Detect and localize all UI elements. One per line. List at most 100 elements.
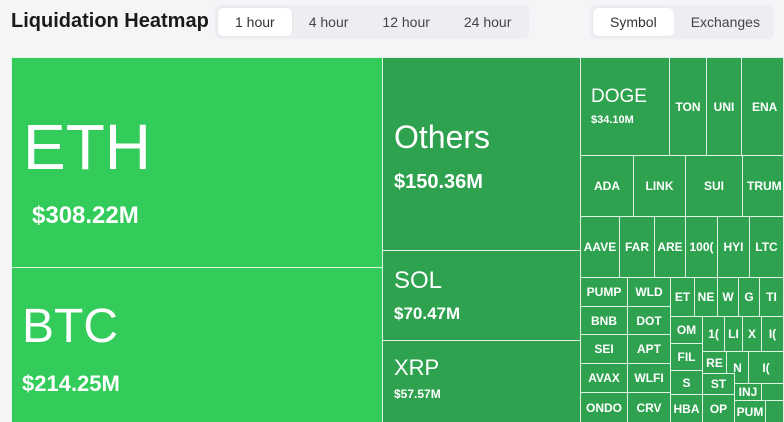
tile-symbol: TI <box>766 290 777 304</box>
tile-link[interactable]: LINK <box>633 155 686 217</box>
tile-t[interactable]: TI <box>759 277 784 317</box>
tile-et[interactable]: ET <box>670 277 695 317</box>
page-title: Liquidation Heatmap <box>11 10 209 32</box>
tile-arb[interactable]: ARE <box>654 216 686 278</box>
tile-ltc[interactable]: LTC <box>749 216 784 278</box>
tile-hype[interactable]: HYI <box>717 216 750 278</box>
tile-symbol: 1( <box>708 327 719 341</box>
tile-dot[interactable]: DOT <box>627 306 671 335</box>
tile-pum[interactable]: PUM <box>734 400 766 422</box>
tile-st[interactable]: ST <box>702 373 735 395</box>
tile-fart[interactable]: FAR <box>619 216 655 278</box>
tile-sol[interactable]: SOL $70.47M <box>382 250 581 341</box>
tile-1000[interactable]: 100( <box>685 216 718 278</box>
tile-eth[interactable]: ETH $308.22M <box>11 57 383 268</box>
tile-x[interactable]: X <box>742 316 762 352</box>
tile-avax[interactable]: AVAX <box>580 363 628 393</box>
tab-exchanges[interactable]: Exchanges <box>690 14 760 30</box>
tile-ondo[interactable]: ONDO <box>580 392 628 422</box>
tile-symbol: HYI <box>723 240 744 254</box>
tile-symbol: FIL <box>677 350 696 364</box>
tile-symbol: PUM <box>736 404 764 419</box>
tile-doge[interactable]: DOGE $34.10M <box>580 57 670 156</box>
tile-pump[interactable]: PUMP <box>580 277 628 307</box>
tile-trump[interactable]: TRUM <box>742 155 784 217</box>
tile-value: $214.25M <box>22 371 120 396</box>
tile-ton[interactable]: TON <box>669 57 707 156</box>
tile-xrp[interactable]: XRP $57.57M <box>382 340 581 422</box>
tile-symbol: I( <box>762 360 770 375</box>
tile-symbol: BTC <box>22 300 118 353</box>
tile-fil[interactable]: FIL <box>670 343 703 371</box>
tile-symbol: XRP <box>394 355 440 380</box>
tile-bnb[interactable]: BNB <box>580 306 628 335</box>
tile-wld[interactable]: WLD <box>627 277 671 307</box>
tile-symbol: CRV <box>636 400 662 415</box>
tile-symbol: ETH <box>23 111 151 183</box>
tile-10[interactable]: 1( <box>702 316 725 352</box>
tile-symbol: G <box>744 290 754 304</box>
tab-4-hour[interactable]: 4 hour <box>308 14 349 30</box>
tile-value: $308.22M <box>32 202 139 229</box>
tile-symbol: ET <box>674 290 691 304</box>
tile-i10b[interactable]: I( <box>748 351 784 384</box>
tile-ena[interactable]: ENA <box>741 57 784 156</box>
tab-24-hour[interactable]: 24 hour <box>463 14 512 30</box>
tile-misc[interactable] <box>761 383 784 401</box>
view-selector: Symbol Exchanges <box>590 5 774 39</box>
tile-symbol: I( <box>768 327 777 341</box>
tile-symbol: S <box>682 375 691 390</box>
tile-wlfi[interactable]: WLFI <box>627 363 671 393</box>
tile-value: $150.36M <box>394 171 483 193</box>
tab-1-hour[interactable]: 1 hour <box>218 8 292 36</box>
tile-symbol: Others <box>394 119 491 155</box>
tile-om[interactable]: OM <box>670 316 703 344</box>
tile-uni[interactable]: UNI <box>706 57 742 156</box>
tile-symbol: ARE <box>657 240 683 254</box>
tile-sui[interactable]: SUI <box>685 155 743 217</box>
tile-li[interactable]: LI <box>724 316 743 352</box>
tile-symbol: WLD <box>635 285 663 299</box>
tile-apt[interactable]: APT <box>627 334 671 364</box>
tile-ada[interactable]: ADA <box>580 155 634 217</box>
tile-op[interactable]: OP <box>702 394 735 422</box>
tile-g[interactable]: G <box>738 277 760 317</box>
tile-inj[interactable]: INJ <box>734 383 762 401</box>
tile-w[interactable]: W <box>717 277 739 317</box>
tile-symbol: OP <box>709 401 728 416</box>
tile-value: $70.47M <box>394 304 461 323</box>
tile-symbol: BNB <box>591 313 617 328</box>
tile-symbol: 100( <box>689 240 714 254</box>
tile-ne[interactable]: NE <box>694 277 718 317</box>
tile-symbol: UNI <box>713 99 735 114</box>
tile-symbol: INJ <box>738 385 758 399</box>
tile-symbol: HBA <box>673 401 700 416</box>
tile-symbol: ADA <box>594 179 620 193</box>
tile-btc[interactable]: BTC $214.25M <box>11 267 383 422</box>
tile-symbol: SOL <box>394 267 443 294</box>
tab-symbol[interactable]: Symbol <box>593 8 674 36</box>
tile-i10[interactable]: I( <box>761 316 784 352</box>
tile-value: $57.57M <box>394 387 441 401</box>
tile-symbol: LI <box>728 327 739 341</box>
tile-value: $34.10M <box>591 114 634 126</box>
liquidation-heatmap: ETH $308.22M BTC $214.25M Others $150.36… <box>11 57 784 422</box>
tile-re[interactable]: RE <box>702 351 727 374</box>
tile-crv[interactable]: CRV <box>627 392 671 422</box>
tile-misc2[interactable] <box>765 400 784 422</box>
tab-12-hour[interactable]: 12 hour <box>382 14 430 30</box>
tile-symbol: X <box>747 327 756 341</box>
tile-symbol: SEI <box>594 342 614 356</box>
tile-aave[interactable]: AAVE <box>580 216 620 278</box>
tile-hba[interactable]: HBA <box>670 394 703 422</box>
tile-symbol: RE <box>706 355 723 370</box>
tile-others[interactable]: Others $150.36M <box>382 57 581 251</box>
header: Liquidation Heatmap 1 hour 4 hour 12 hou… <box>0 0 784 46</box>
tile-symbol: DOGE <box>591 86 647 107</box>
tile-symbol: APT <box>637 342 661 356</box>
tile-sei[interactable]: SEI <box>580 334 628 364</box>
tile-s[interactable]: S <box>670 370 703 395</box>
tile-symbol: ONDO <box>586 400 622 415</box>
tile-symbol: W <box>722 290 734 304</box>
tile-symbol: AVAX <box>588 371 620 385</box>
